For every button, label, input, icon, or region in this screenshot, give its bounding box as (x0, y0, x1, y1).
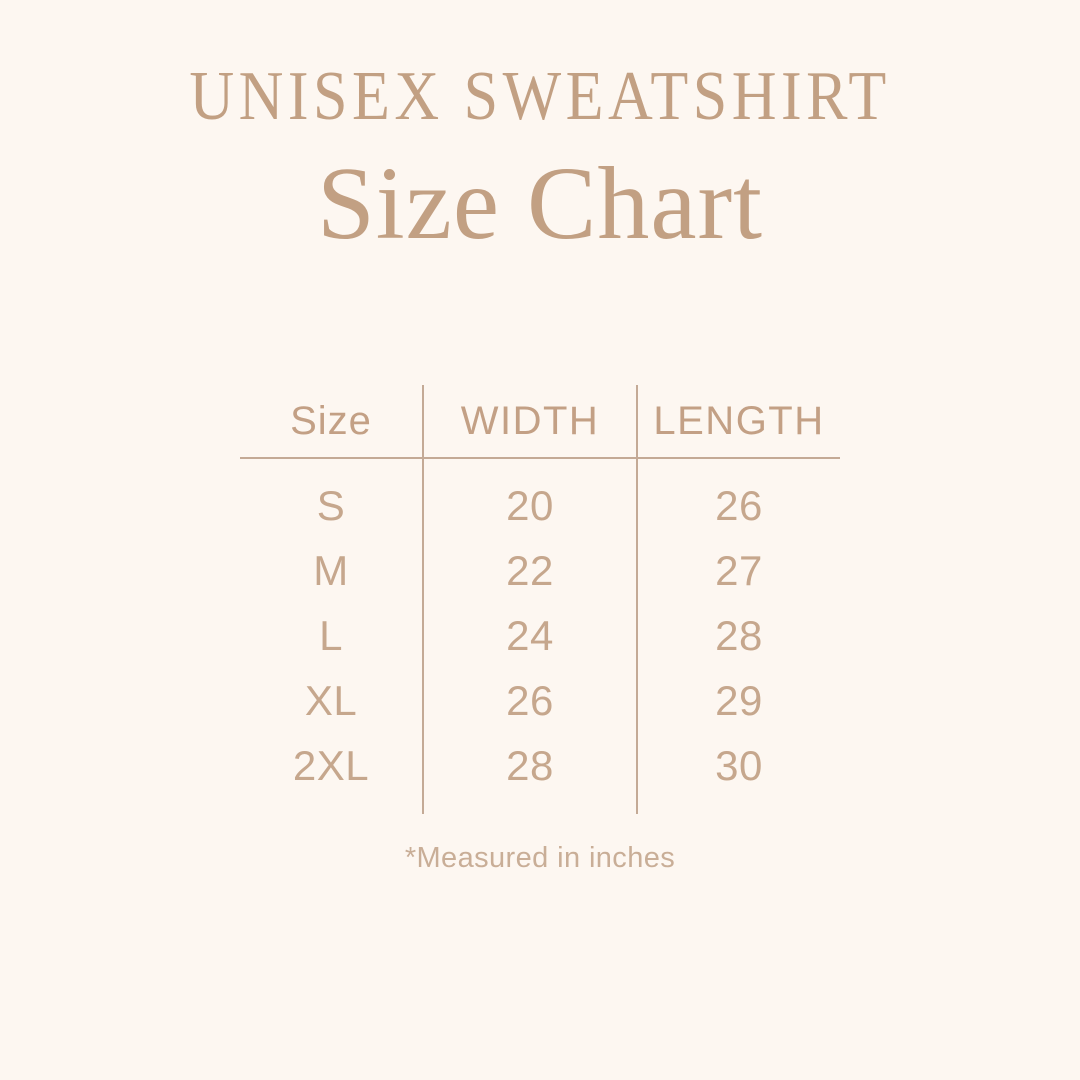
page-title: UNISEX SWEATSHIRT (189, 58, 891, 135)
cell-width: 22 (422, 538, 637, 603)
measurement-note: *Measured in inches (404, 842, 676, 874)
column-header-length: LENGTH (636, 385, 840, 458)
table-body: S 20 26 M 22 27 L 24 28 XL 26 29 (240, 458, 840, 814)
cell-length: 30 (636, 733, 840, 814)
cell-size: M (313, 547, 349, 594)
heading-block: UNISEX SWEATSHIRT Size Chart (0, 62, 1080, 256)
column-header-width: WIDTH (422, 385, 637, 458)
cell-length: 26 (636, 458, 840, 538)
column-header-size: Size (290, 399, 372, 443)
table-row: L 24 28 (240, 603, 840, 668)
cell-width: 20 (422, 458, 637, 538)
cell-length: 27 (636, 538, 840, 603)
size-chart-table: Size WIDTH LENGTH S 20 26 M 22 27 L (240, 385, 840, 814)
table-row: S 20 26 (240, 458, 840, 538)
size-table-wrapper: Size WIDTH LENGTH S 20 26 M 22 27 L (240, 385, 840, 814)
table-row: XL 26 29 (240, 668, 840, 733)
table-row: M 22 27 (240, 538, 840, 603)
cell-length: 28 (636, 603, 840, 668)
cell-length: 29 (636, 668, 840, 733)
table-header: Size WIDTH LENGTH (240, 385, 840, 458)
cell-size: S (316, 482, 346, 529)
cell-width: 26 (422, 668, 637, 733)
cell-width: 24 (422, 603, 637, 668)
table-header-row: Size WIDTH LENGTH (240, 385, 840, 458)
cell-size: XL (304, 677, 358, 724)
table-row: 2XL 28 30 (240, 733, 840, 814)
cell-size: L (319, 612, 343, 659)
cell-size: 2XL (292, 742, 370, 789)
cell-width: 28 (422, 733, 637, 814)
page-subtitle: Size Chart (316, 146, 764, 261)
